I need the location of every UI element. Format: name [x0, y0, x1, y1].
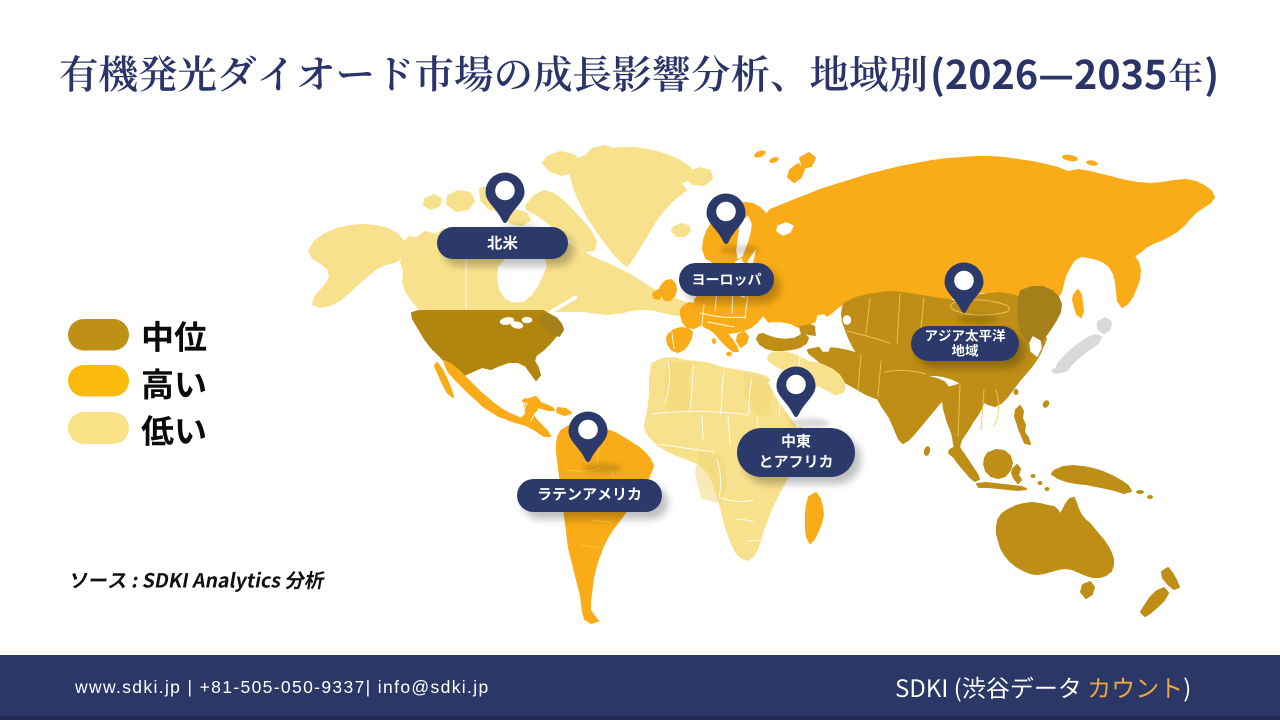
svg-text:www.sdki.jp | +81-505-050-9337: www.sdki.jp | +81-505-050-9337| info@sdk…	[74, 677, 490, 697]
